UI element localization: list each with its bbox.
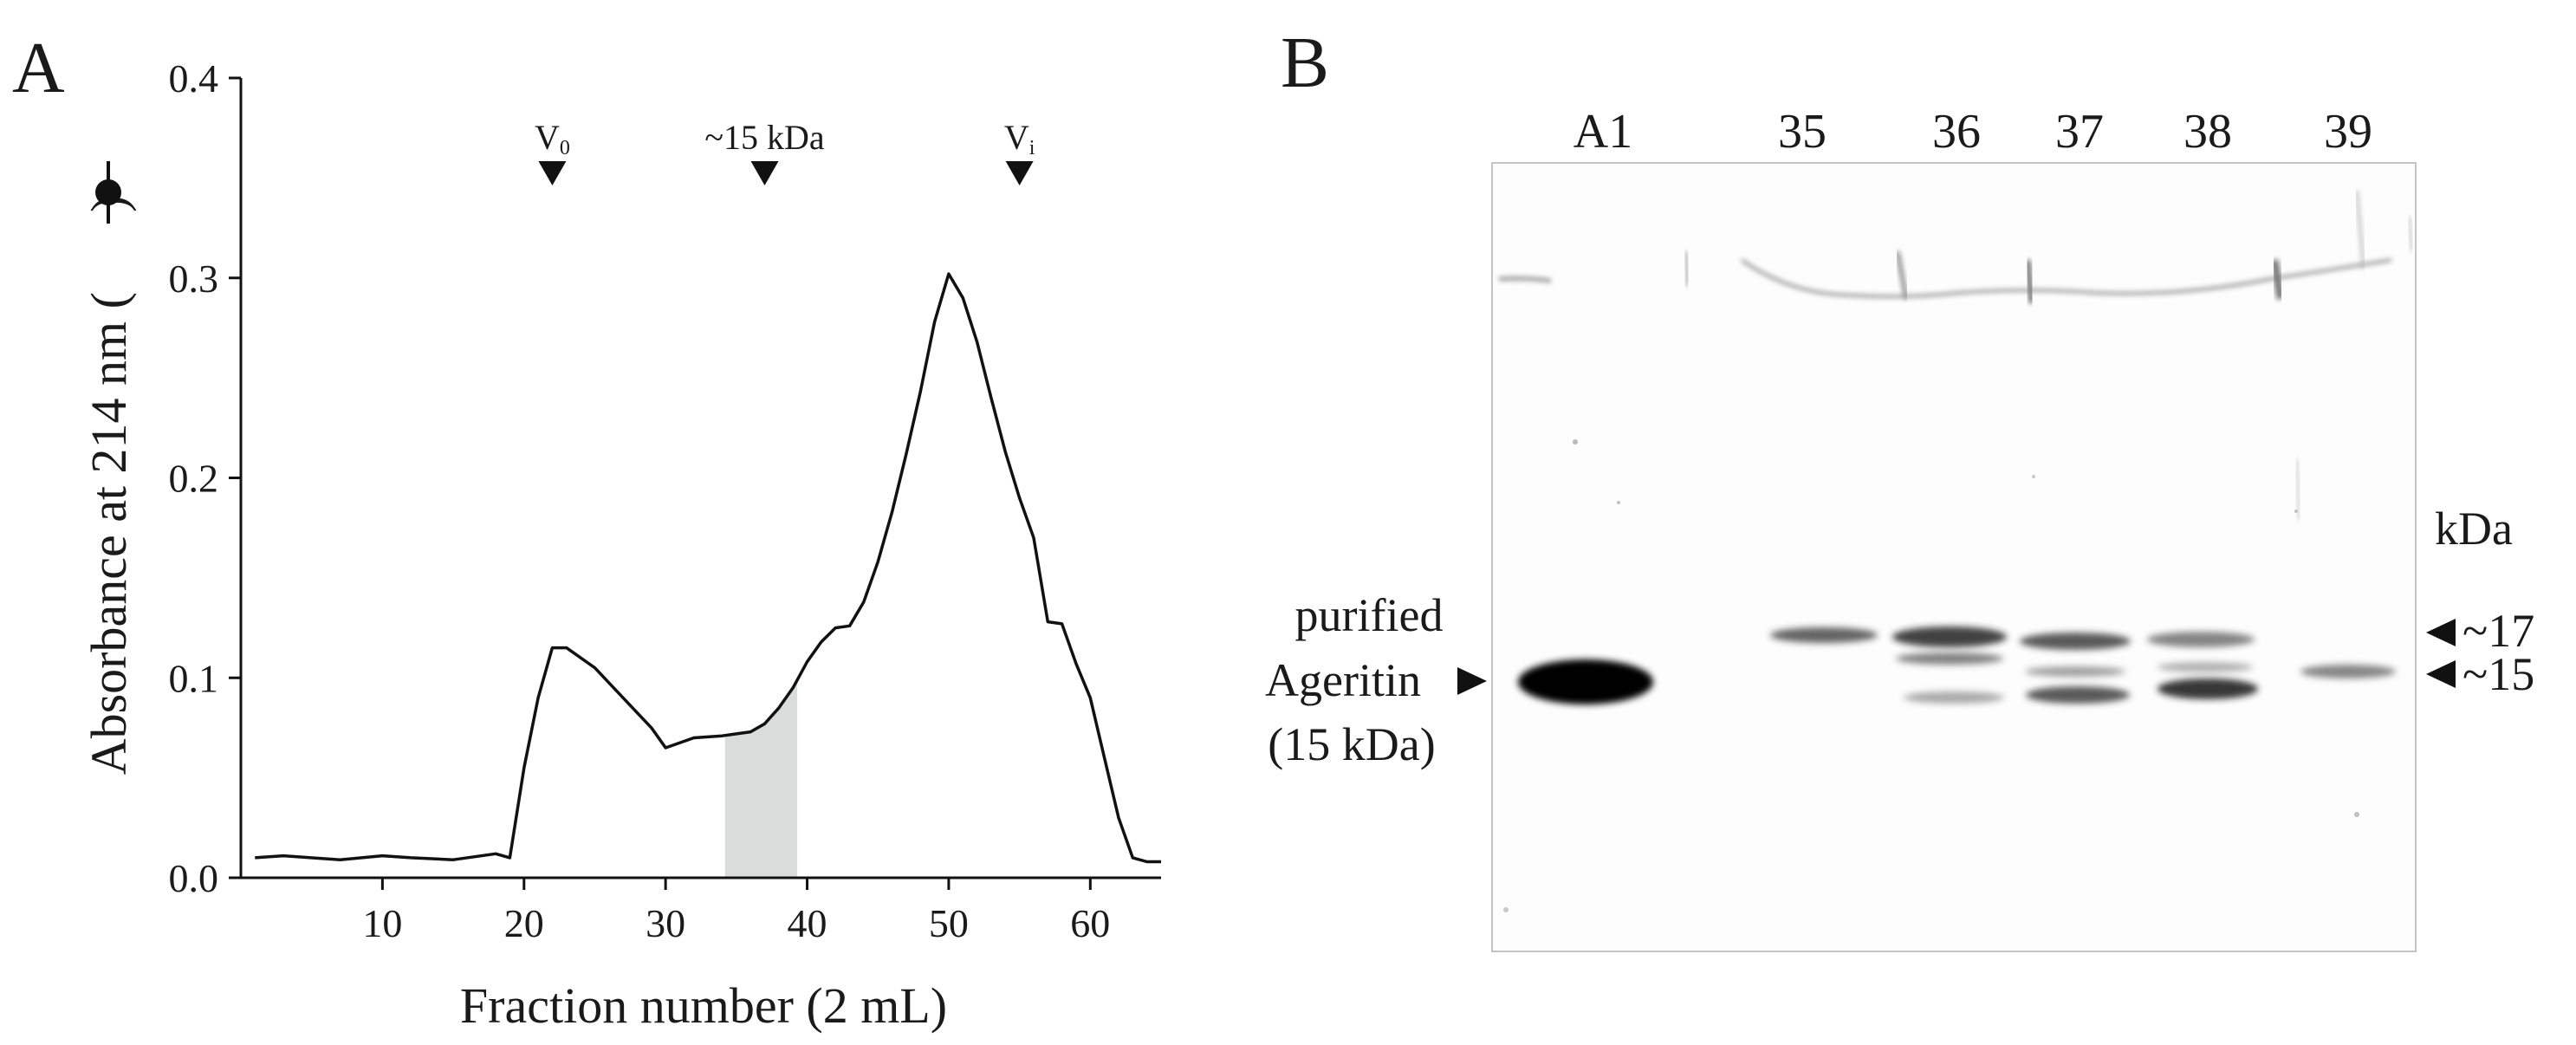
band-37-15kda [2026, 686, 2130, 704]
marker-label: ~15 kDa [704, 118, 825, 157]
legend-circle-icon [95, 161, 121, 224]
lane-label-39: 39 [2324, 105, 2372, 159]
lane-label-38: 38 [2183, 105, 2232, 159]
y-tick-label: 0.2 [169, 457, 219, 501]
purified-label-line-2: Ageritin [1265, 654, 1421, 706]
marker-triangle-icon [538, 161, 567, 185]
panel-b-letter: B [1281, 23, 1329, 103]
band-36-15kda [1904, 691, 2004, 704]
band-38-mid [2157, 662, 2253, 672]
panel-b-western-blot: B A1 35 36 37 38 39 [1265, 23, 2534, 952]
x-tick-label: 30 [646, 901, 685, 945]
marker-label-subscript: i [1029, 137, 1035, 159]
shaded-fraction-region [724, 679, 798, 878]
purified-label-line-1: purified [1295, 589, 1444, 641]
x-tick-label: 40 [788, 901, 827, 945]
x-axis-ticks: 10 20 30 40 50 60 [362, 878, 1110, 945]
band-38-15kda [2157, 678, 2258, 699]
band-36-17kda-lower [1896, 652, 2003, 665]
lane-label-37: 37 [2055, 105, 2104, 159]
band-36-17kda [1892, 626, 2007, 647]
marker-label-main: ~15 kDa [704, 118, 825, 157]
y-axis-label-main: Absorbance at 214 nm ( [81, 292, 137, 775]
y-tick-label: 0.0 [169, 856, 219, 900]
marker-17-label: ~17 [2462, 605, 2534, 657]
x-tick-label: 10 [362, 901, 402, 945]
band-38-17kda [2147, 632, 2255, 647]
x-tick-label: 50 [929, 901, 969, 945]
lane-label-a1: A1 [1574, 105, 1632, 159]
y-axis-ticks: 0.0 0.1 0.2 0.3 0.4 [169, 56, 241, 900]
purified-label-line-3: (15 kDa) [1268, 718, 1435, 770]
marker-triangle-icon [750, 161, 779, 185]
band-37-17kda-lower [2025, 666, 2125, 677]
x-axis-label: Fraction number (2 mL) [460, 977, 947, 1034]
marker-17-arrow-icon [2426, 619, 2456, 646]
panel-a-letter: A [12, 28, 65, 108]
y-axis-label: Absorbance at 214 nm () [81, 196, 137, 776]
marker-15-label: ~15 [2462, 648, 2534, 700]
band-35-17kda [1770, 627, 1878, 643]
y-tick-label: 0.3 [169, 256, 219, 301]
marker-label-subscript: 0 [560, 137, 570, 159]
marker-triangle-icon [1005, 161, 1034, 185]
absorbance-series-line [255, 272, 1161, 864]
band-39-15kda [2300, 665, 2396, 678]
y-tick-label: 0.4 [169, 56, 219, 101]
well-line-smear [1498, 190, 2414, 304]
band-37-17kda [2020, 633, 2131, 650]
elution-markers: V0 ~15 kDa Vi [535, 118, 1035, 185]
marker-15-arrow-icon [2426, 660, 2456, 688]
lane-label-35: 35 [1778, 105, 1827, 159]
panel-a-chart: A 0.00.10.20.30.4 10 20 30 40 50 60 V0 ~15 kDa… [12, 28, 1161, 1034]
purified-arrow-icon [1457, 667, 1487, 695]
blot-specks [1503, 439, 2359, 912]
x-tick-label: 20 [504, 901, 544, 945]
marker-label-main: V [1004, 118, 1029, 157]
x-tick-label: 60 [1070, 901, 1110, 945]
marker-label: V0 [535, 118, 570, 159]
y-tick-label: 0.1 [169, 656, 219, 700]
lane-label-36: 36 [1932, 105, 1981, 159]
band-a1-15kda [1518, 659, 1653, 704]
marker-label: Vi [1004, 118, 1035, 159]
kda-header: kDa [2435, 503, 2513, 555]
marker-label-main: V [535, 118, 560, 157]
